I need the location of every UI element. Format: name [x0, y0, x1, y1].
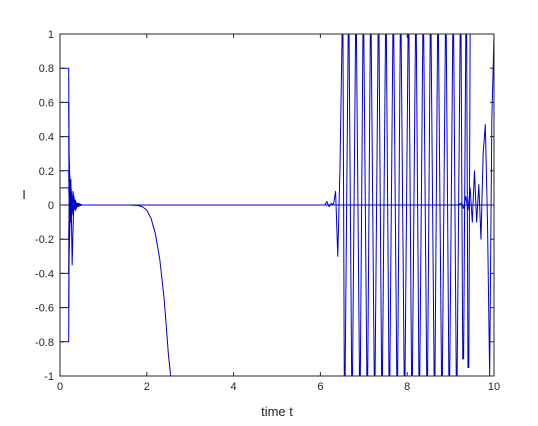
series-line-10 [60, 33, 495, 377]
x-tick-label-2: 4 [231, 381, 237, 393]
y-tick-label-5: 0 [48, 200, 54, 212]
y-tick-label-8: 0.6 [39, 97, 54, 109]
x-axis-ticks: 0 2 4 6 8 10 [57, 34, 500, 393]
y-tick-label-4: -0.2 [35, 234, 54, 246]
y-axis-label: I [22, 187, 26, 202]
y-tick-label-6: 0.2 [39, 166, 54, 178]
x-tick-label-1: 2 [144, 381, 150, 393]
x-tick-label-5: 10 [488, 381, 500, 393]
y-tick-label-0: -1 [44, 371, 54, 383]
y-axis-ticks: -1 -0.8 -0.6 -0.4 -0.2 0 0.2 0.4 0.6 0.8 1 [35, 29, 494, 383]
y-tick-label-9: 0.8 [39, 63, 54, 75]
y-tick-label-3: -0.4 [35, 268, 54, 280]
y-tick-label-7: 0.4 [39, 132, 54, 144]
x-tick-label-3: 6 [317, 381, 323, 393]
x-tick-label-4: 8 [404, 381, 410, 393]
x-axis-label: time t [261, 404, 293, 419]
y-tick-label-2: -0.6 [35, 303, 54, 315]
x-tick-label-0: 0 [57, 381, 63, 393]
y-tick-label-10: 1 [48, 29, 54, 41]
y-tick-label-1: -0.8 [35, 337, 54, 349]
